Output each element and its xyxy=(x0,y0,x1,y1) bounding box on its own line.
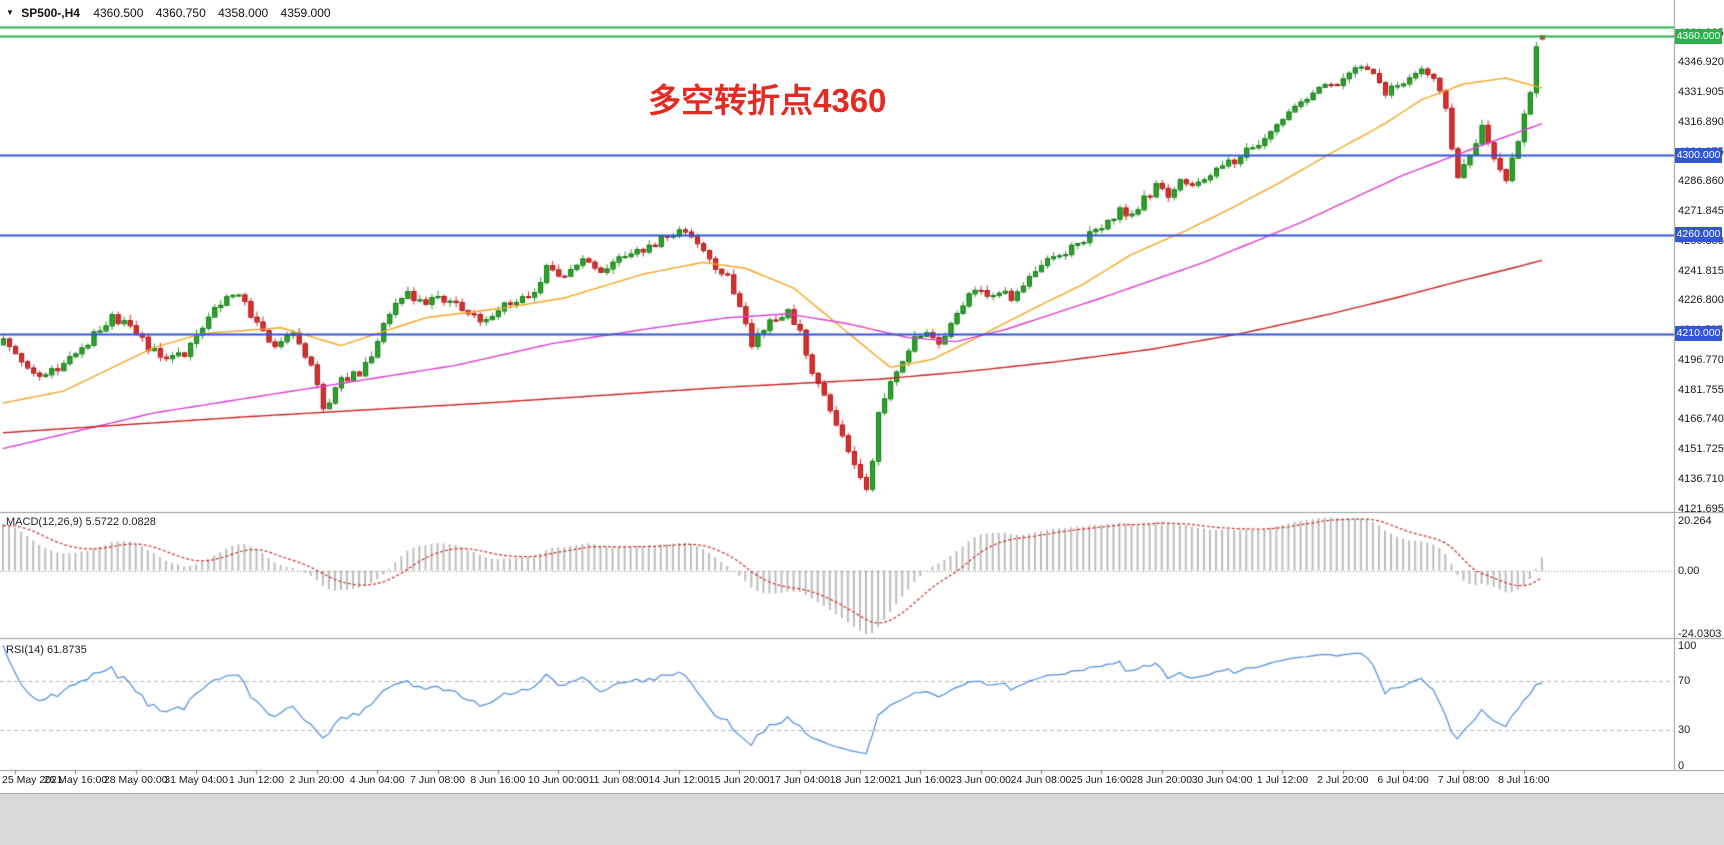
price-line-badge[interactable]: 4300.000 xyxy=(1675,147,1722,163)
rsi-indicator-label: RSI(14) 61.8735 xyxy=(6,644,87,656)
rsi-axis-tick: 30 xyxy=(1678,723,1691,736)
price-tick: 4226.800 xyxy=(1678,294,1724,307)
price-line-badge[interactable]: 4360.000 xyxy=(1675,28,1722,44)
price-line-badge[interactable]: 4260.000 xyxy=(1675,227,1722,243)
time-label: 30 Jun 04:00 xyxy=(1191,774,1253,786)
time-label: 2 Jul 20:00 xyxy=(1317,774,1369,786)
price-tick: 4166.740 xyxy=(1678,413,1724,426)
time-label: 7 Jun 08:00 xyxy=(410,774,465,786)
price-tick: 4286.860 xyxy=(1678,175,1724,188)
time-label: 23 Jun 00:00 xyxy=(950,774,1012,786)
time-label: 2 Jun 20:00 xyxy=(289,774,345,786)
price-tick: 4346.920 xyxy=(1678,56,1724,69)
macd-values: 5.5722 0.0828 xyxy=(85,516,156,528)
time-label: 26 May 16:00 xyxy=(43,774,108,786)
macd-axis-tick: 20.264 xyxy=(1678,515,1712,527)
macd-axis-tick: 0.00 xyxy=(1678,564,1700,577)
time-label: 6 Jul 04:00 xyxy=(1377,774,1429,786)
ohlc-open-value: 4360.500 xyxy=(93,6,144,20)
price-tick: 4271.845 xyxy=(1678,205,1724,218)
time-label: 4 Jun 04:00 xyxy=(349,774,405,786)
time-label: 24 Jun 08:00 xyxy=(1010,774,1072,786)
price-tick: 4316.890 xyxy=(1678,115,1724,128)
time-label: 17 Jun 04:00 xyxy=(769,774,830,786)
price-tick: 4136.710 xyxy=(1678,472,1724,485)
bottom-scroll-area xyxy=(0,793,1724,845)
price-tick: 4331.905 xyxy=(1678,86,1724,99)
time-label: 28 May 00:00 xyxy=(103,774,168,786)
annotation-text[interactable]: 多空转折点4360 xyxy=(648,82,887,119)
price-axis: 4361.9354346.9204331.9054316.8904301.875… xyxy=(1674,0,1724,772)
chart-header: ▼ SP500-,H4 4360.500 4360.750 4358.000 4… xyxy=(6,6,340,20)
time-label: 31 May 04:00 xyxy=(164,774,228,786)
time-axis: 25 May 2021 26 May 16:00 28 May 00:00 31 Ma… xyxy=(0,772,1724,792)
price-tick: 4151.725 xyxy=(1678,443,1724,456)
time-label: 8 Jul 16:00 xyxy=(1498,774,1550,786)
price-tick: 4121.695 xyxy=(1678,502,1724,515)
price-tick: 4241.815 xyxy=(1678,264,1724,277)
symbol-dropdown-icon[interactable]: ▼ xyxy=(6,8,14,17)
time-label: 10 Jun 00:00 xyxy=(527,774,589,786)
macd-axis-tick: -24.0303 xyxy=(1678,627,1722,640)
macd-indicator-label: MACD(12,26,9) 5.5722 0.0828 xyxy=(6,516,156,528)
ohlc-close-value: 4359.000 xyxy=(280,6,331,20)
time-label: 7 Jul 08:00 xyxy=(1437,774,1490,786)
rsi-axis-tick: 70 xyxy=(1678,675,1691,688)
price-tick: 4181.755 xyxy=(1678,383,1724,396)
rsi-value: 61.8735 xyxy=(46,644,87,656)
time-label: 28 Jun 20:00 xyxy=(1131,774,1193,786)
ohlc-low-value: 4358.000 xyxy=(218,6,269,20)
time-label: 14 Jun 12:00 xyxy=(648,774,710,786)
time-label: 25 May 2021 xyxy=(2,774,63,786)
rsi-axis-tick: 100 xyxy=(1678,640,1697,652)
time-label: 1 Jul 12:00 xyxy=(1256,774,1309,786)
time-label: 18 Jun 12:00 xyxy=(829,774,891,786)
time-label: 15 Jun 20:00 xyxy=(708,774,770,786)
time-label: 21 Jun 16:00 xyxy=(889,774,951,786)
rsi-axis-tick: 0 xyxy=(1678,760,1685,772)
time-label: 8 Jun 16:00 xyxy=(470,774,526,786)
price-tick: 4196.770 xyxy=(1678,353,1724,366)
ohlc-high-value: 4360.750 xyxy=(155,6,206,20)
time-label: 25 Jun 16:00 xyxy=(1071,774,1132,786)
time-label: 1 Jun 12:00 xyxy=(229,774,284,786)
symbol-timeframe-label: SP500-,H4 xyxy=(21,6,80,20)
macd-name: MACD(12,26,9) xyxy=(6,516,83,528)
price-line-badge[interactable]: 4210.000 xyxy=(1675,326,1722,342)
rsi-name: RSI(14) xyxy=(6,644,44,656)
time-label: 11 Jun 08:00 xyxy=(588,774,649,786)
